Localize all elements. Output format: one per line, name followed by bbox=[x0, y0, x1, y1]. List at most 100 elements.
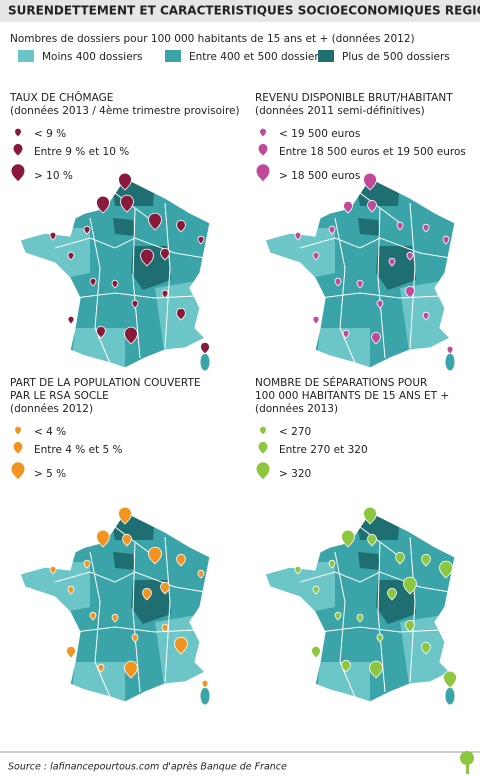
region bbox=[113, 552, 135, 570]
pin bbox=[174, 636, 188, 655]
panel-title: TAUX DE CHÔMAGE bbox=[9, 91, 113, 104]
panel-title: REVENU DISPONIBLE BRUT/HABITANT bbox=[255, 92, 453, 104]
pin bbox=[312, 315, 320, 325]
pin bbox=[197, 569, 205, 579]
pin bbox=[328, 559, 336, 569]
legend-pin bbox=[15, 128, 21, 137]
border bbox=[377, 541, 386, 693]
pin bbox=[142, 587, 152, 601]
pin bbox=[89, 277, 97, 287]
pin bbox=[406, 251, 414, 261]
panel-title: 100 000 HABITANTS DE 15 ANS ET + bbox=[255, 390, 449, 402]
pin bbox=[356, 613, 364, 623]
pin bbox=[446, 345, 454, 355]
panel-title: NOMBRE DE SÉPARATIONS POUR bbox=[255, 376, 427, 389]
pin bbox=[334, 277, 342, 287]
corsica bbox=[444, 686, 456, 706]
legend-label: < 270 bbox=[279, 426, 311, 438]
source: Source : lafinancepourtous.com d'après B… bbox=[8, 762, 287, 773]
pin bbox=[97, 663, 105, 673]
border bbox=[299, 237, 451, 259]
title: SURENDETTEMENT ET CARACTERISTIQUES SOCIO… bbox=[8, 4, 480, 18]
map bbox=[19, 172, 211, 372]
legend-label: Entre 4 % et 5 % bbox=[34, 444, 123, 456]
pin bbox=[161, 623, 169, 633]
panel-title: PAR LE RSA SOCLE bbox=[10, 390, 109, 402]
border bbox=[164, 202, 171, 349]
legend-pin bbox=[15, 426, 21, 435]
border bbox=[409, 536, 416, 683]
pin bbox=[66, 645, 76, 659]
pin bbox=[363, 172, 377, 191]
pin bbox=[294, 231, 302, 241]
pin bbox=[312, 585, 320, 595]
legend-label: < 19 500 euros bbox=[279, 128, 360, 140]
pin bbox=[356, 279, 364, 289]
legend-pin bbox=[258, 441, 268, 454]
pin bbox=[96, 195, 110, 214]
tree-icon bbox=[460, 751, 474, 774]
panel-title: PART DE LA POPULATION COUVERTE bbox=[10, 377, 201, 389]
title-bar bbox=[0, 0, 480, 22]
pin bbox=[376, 633, 384, 643]
map bbox=[264, 172, 456, 372]
pin bbox=[367, 533, 377, 547]
legend-label: > 10 % bbox=[34, 170, 73, 182]
pin bbox=[342, 329, 350, 339]
panel-title: (données 2012) bbox=[10, 403, 93, 415]
legend-pin bbox=[13, 143, 23, 156]
legend-swatch bbox=[165, 50, 181, 62]
pin bbox=[200, 341, 210, 355]
pin bbox=[341, 659, 351, 673]
pin bbox=[328, 225, 336, 235]
pin bbox=[396, 221, 404, 231]
legend-pin bbox=[260, 128, 266, 137]
pin bbox=[83, 559, 91, 569]
legend-label: Entre 18 500 euros et 19 500 euros bbox=[279, 146, 466, 158]
map bbox=[19, 506, 211, 706]
map bbox=[264, 506, 457, 706]
legend-label: Plus de 500 dossiers bbox=[342, 51, 450, 63]
border bbox=[409, 202, 416, 349]
pin bbox=[421, 641, 431, 655]
border bbox=[54, 237, 206, 259]
pin bbox=[148, 212, 162, 231]
pin bbox=[122, 533, 132, 547]
pin bbox=[124, 660, 138, 679]
legend-label: > 320 bbox=[279, 468, 311, 480]
panel-title: (données 2013) bbox=[255, 403, 338, 415]
region bbox=[376, 246, 416, 290]
legend-swatch bbox=[18, 50, 34, 62]
pin bbox=[395, 551, 405, 565]
pin bbox=[403, 576, 417, 595]
pin bbox=[334, 611, 342, 621]
pin bbox=[160, 247, 170, 261]
border bbox=[359, 526, 401, 558]
pin bbox=[148, 546, 162, 565]
pin bbox=[67, 315, 75, 325]
legend-pin bbox=[11, 462, 25, 480]
pin bbox=[376, 299, 384, 309]
pin bbox=[294, 565, 302, 575]
pin bbox=[111, 613, 119, 623]
border bbox=[359, 192, 401, 224]
border bbox=[132, 207, 141, 359]
regions bbox=[20, 512, 210, 702]
panel-title: (données 2011 semi-définitives) bbox=[255, 105, 425, 117]
region bbox=[358, 552, 380, 570]
pin bbox=[363, 506, 377, 525]
pin bbox=[405, 619, 415, 633]
pin bbox=[369, 660, 383, 679]
legend-label: Entre 400 et 500 dossiers bbox=[189, 51, 324, 63]
pin bbox=[89, 611, 97, 621]
pin bbox=[140, 248, 154, 267]
pin bbox=[118, 506, 132, 525]
pin bbox=[443, 670, 457, 689]
legend-label: Moins 400 dossiers bbox=[42, 51, 142, 63]
legend-pin bbox=[13, 441, 23, 454]
border bbox=[334, 217, 356, 364]
corsica bbox=[199, 352, 211, 372]
legend-pin bbox=[260, 426, 266, 435]
pin bbox=[201, 679, 209, 689]
